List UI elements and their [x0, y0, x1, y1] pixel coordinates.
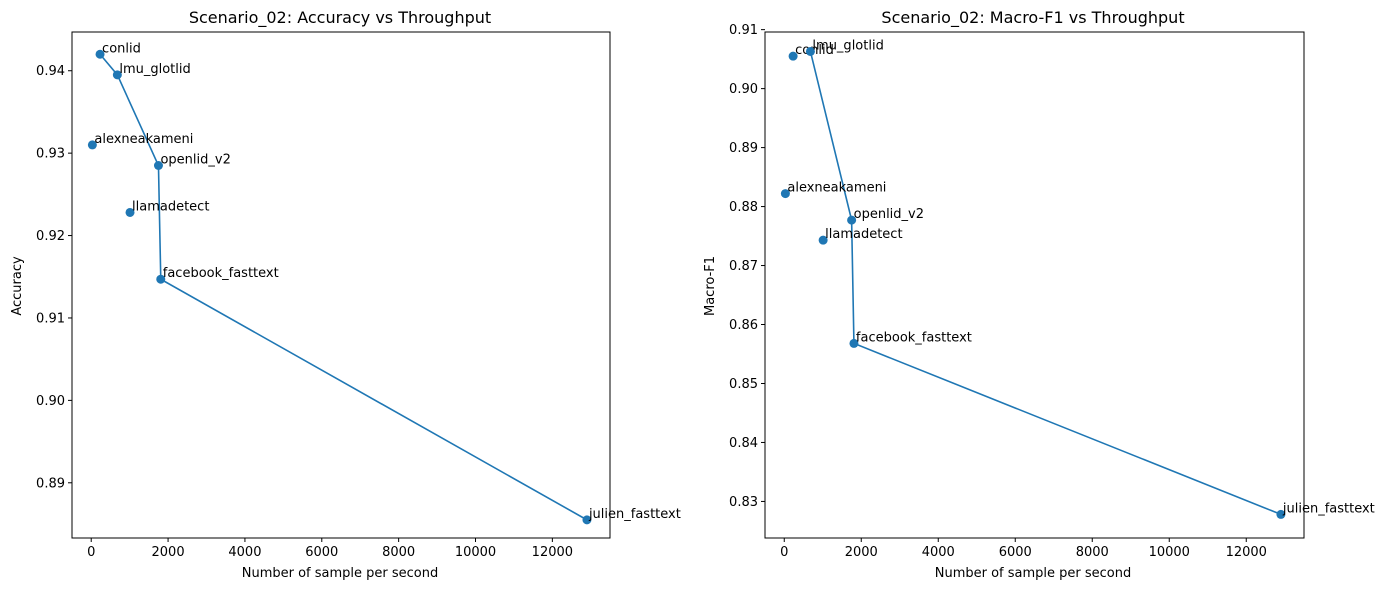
- y-tick-label: 0.87: [729, 259, 758, 274]
- x-tick-label: 8000: [382, 545, 415, 560]
- y-tick-label: 0.91: [729, 23, 758, 38]
- x-tick-label: 10000: [455, 545, 496, 560]
- data-point-facebook_fasttext: [849, 338, 859, 348]
- chart-title: Scenario_02: Macro-F1 vs Throughput: [881, 8, 1184, 28]
- data-point-julien_fasttext: [582, 515, 592, 525]
- y-tick-label: 0.88: [729, 200, 758, 215]
- y-tick-label: 0.84: [729, 436, 758, 451]
- plot-frame: [764, 31, 1305, 539]
- macro-f1-panel: Scenario_02: Macro-F1 vs Throughput Numb…: [703, 8, 1375, 581]
- point-label-lmu_glotlid: lmu_glotlid: [812, 38, 883, 53]
- x-tick-label: 6000: [305, 545, 338, 560]
- y-tick-label: 0.91: [36, 311, 65, 326]
- data-point-conlid: [95, 49, 105, 59]
- y-tick-label: 0.90: [729, 82, 758, 97]
- y-tick-label: 0.89: [729, 141, 758, 156]
- y-tick-label: 0.83: [729, 495, 758, 510]
- x-axis-label: Number of sample per second: [935, 566, 1132, 581]
- data-point-facebook_fasttext: [156, 274, 166, 284]
- data-point-conlid: [788, 51, 798, 61]
- x-tick-label: 0: [780, 545, 788, 560]
- point-label-alexneakameni: alexneakameni: [94, 132, 193, 147]
- y-tick-label: 0.93: [36, 147, 65, 162]
- data-point-lmu_glotlid: [805, 46, 815, 56]
- data-point-lmu_glotlid: [112, 70, 122, 80]
- data-point-llamadetect: [125, 207, 135, 217]
- point-label-llamadetect: llamadetect: [825, 227, 902, 242]
- y-axis-label: Macro-F1: [703, 256, 718, 316]
- plot-marks: 0 2000 4000 6000 8000 10000 12000 0.89 0.90 0.91 0…: [36, 31, 681, 560]
- data-point-julien_fasttext: [1276, 509, 1286, 519]
- point-label-openlid_v2: openlid_v2: [854, 207, 924, 222]
- x-tick-label: 6000: [999, 545, 1032, 560]
- point-label-openlid_v2: openlid_v2: [160, 153, 230, 168]
- y-tick-label: 0.94: [36, 64, 65, 79]
- data-point-openlid_v2: [153, 161, 163, 171]
- x-tick-label: 4000: [922, 545, 955, 560]
- x-tick-label: 12000: [1226, 545, 1267, 560]
- x-tick-label: 0: [87, 545, 95, 560]
- data-point-openlid_v2: [847, 215, 857, 225]
- y-axis-label: Accuracy: [10, 256, 25, 316]
- y-tick-label: 0.90: [36, 394, 65, 409]
- point-label-julien_fasttext: julien_fasttext: [1282, 501, 1375, 516]
- data-point-alexneakameni: [780, 189, 790, 199]
- point-label-julien_fasttext: julien_fasttext: [588, 507, 681, 522]
- chart-title: Scenario_02: Accuracy vs Throughput: [189, 8, 491, 28]
- y-tick-label: 0.89: [36, 476, 65, 491]
- data-point-llamadetect: [818, 235, 828, 245]
- x-tick-label: 8000: [1076, 545, 1109, 560]
- accuracy-panel: Scenario_02: Accuracy vs Throughput Numb…: [10, 8, 681, 581]
- y-tick-label: 0.86: [729, 318, 758, 333]
- point-label-conlid: conlid: [102, 41, 141, 56]
- plot-marks: 0 2000 4000 6000 8000 10000 12000 0.83 0.84 0.85 0…: [729, 23, 1375, 560]
- x-tick-label: 2000: [845, 545, 878, 560]
- x-tick-label: 12000: [532, 545, 573, 560]
- y-tick-label: 0.92: [36, 229, 65, 244]
- frontier-line: [99, 53, 588, 521]
- plot-frame: [71, 31, 611, 539]
- x-axis-label: Number of sample per second: [242, 566, 439, 581]
- frontier-line: [809, 51, 1282, 516]
- point-label-alexneakameni: alexneakameni: [787, 181, 886, 196]
- point-label-facebook_fasttext: facebook_fasttext: [163, 266, 279, 281]
- x-tick-label: 10000: [1149, 545, 1190, 560]
- point-label-lmu_glotlid: lmu_glotlid: [119, 62, 190, 77]
- x-tick-label: 4000: [228, 545, 261, 560]
- point-label-llamadetect: llamadetect: [132, 199, 209, 214]
- x-tick-label: 2000: [152, 545, 185, 560]
- y-tick-label: 0.85: [729, 377, 758, 392]
- data-point-alexneakameni: [87, 140, 97, 150]
- point-label-facebook_fasttext: facebook_fasttext: [856, 330, 972, 345]
